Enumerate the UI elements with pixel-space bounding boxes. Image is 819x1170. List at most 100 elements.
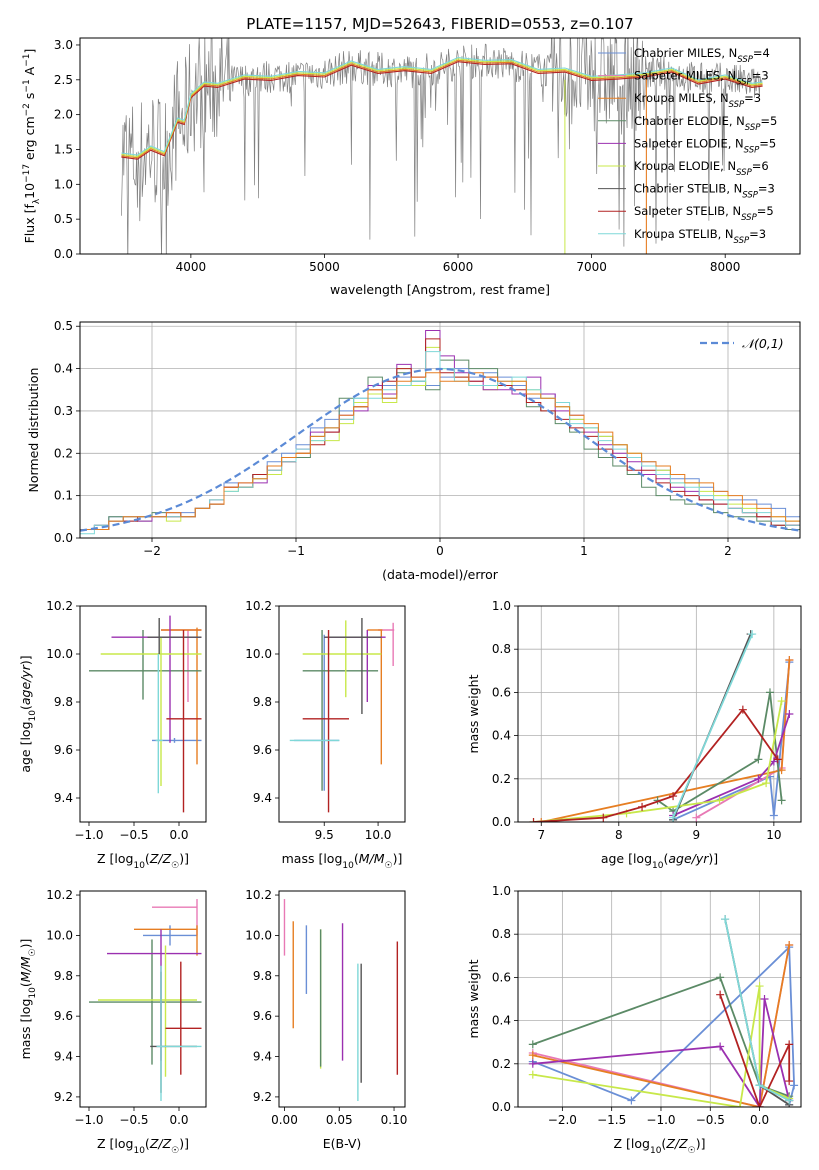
- histogram-kroupa-stelib: [80, 351, 800, 538]
- legend-count: =3: [752, 69, 769, 83]
- y-tick-label: 9.6: [253, 743, 272, 757]
- weight-marker: [529, 818, 538, 822]
- weight-marker: [762, 779, 771, 788]
- x-axis-label: wavelength [Angstrom, rest frame]: [330, 282, 550, 297]
- panel-mass-age: 9.5 10.0 9.4 9.6 9.8 10.0 10.2 mass [log10(M/M☉…: [245, 599, 406, 871]
- y-tick-label: 10.2: [245, 599, 272, 613]
- legend-text: Kroupa ELODIE, N: [634, 159, 736, 173]
- y-tick-label: 0.0: [492, 815, 511, 829]
- panel-spectrum: 4000 5000 6000 7000 8000 0.0 0.5 1.0 1.5 2.0 2.5 3.…: [22, 37, 801, 297]
- y-tick-label: 10.0: [245, 647, 272, 661]
- y-tick-label: 2.5: [54, 73, 73, 87]
- y-tick-label: 9.6: [54, 743, 73, 757]
- x-tick-label: 0.0: [169, 1113, 188, 1127]
- x-tick-label: 7000: [576, 260, 607, 274]
- x-tick-label: 8: [615, 828, 623, 842]
- weight-marker: [754, 755, 763, 764]
- legend-count: =5: [760, 114, 777, 128]
- figure-title: PLATE=1157, MJD=52643, FIBERID=0553, z=0…: [246, 15, 633, 33]
- axes-frame: [517, 605, 802, 823]
- weight-marker: [777, 697, 786, 706]
- weight-marker: [528, 1070, 537, 1079]
- x-tick-label: −1.0: [646, 1113, 675, 1127]
- y-tick-label: 9.8: [253, 695, 272, 709]
- weight-marker: [754, 774, 763, 783]
- y-tick-label: 9.6: [54, 1009, 73, 1023]
- x-tick-label: 10: [766, 828, 781, 842]
- weight-marker: [755, 982, 764, 991]
- errorbars: [89, 615, 202, 813]
- legend-text: Salpeter MILES, N: [634, 69, 736, 83]
- legend-count: =3: [744, 91, 761, 105]
- y-tick-label: 0.6: [492, 685, 511, 699]
- y-tick-label: 0.0: [54, 247, 73, 261]
- x-tick-label: 5000: [309, 260, 340, 274]
- legend-text: Salpeter STELIB, N: [634, 204, 741, 218]
- y-tick-label: 9.4: [253, 791, 272, 805]
- x-tick-label: −0.5: [119, 1113, 148, 1127]
- y-axis-label: Flux [fλ10−17 erg cm−2 s−1 A−1]: [22, 49, 42, 244]
- legend-text: Chabrier ELODIE, N: [634, 114, 745, 128]
- legend-text: Chabrier MILES, N: [634, 46, 737, 60]
- panel-Z-mass: −1.0 −0.5 0.0 9.2 9.4 9.6 9.8 10.0 10.2 Z [log10(…: [18, 888, 207, 1156]
- weight-marker: [785, 710, 794, 718]
- x-tick-label: −0.5: [696, 1113, 725, 1127]
- weight-marker: [785, 941, 794, 949]
- x-tick-label: 10.0: [365, 828, 392, 842]
- legend-subscript: SSP: [734, 236, 750, 246]
- weight-marker: [785, 1096, 794, 1105]
- legend-subscript: SSP: [736, 168, 752, 178]
- weight-line-salpeter-stelib: [719, 994, 791, 1107]
- weight-line-salpeter-stelib: [533, 708, 779, 822]
- weight-marker: [528, 1040, 537, 1049]
- weight-line-kroupa-miles: [532, 944, 791, 1107]
- legend-label: Kroupa MILES, NSSP=3: [634, 91, 761, 110]
- weight-marker: [738, 705, 747, 714]
- y-tick-label: 9.8: [253, 969, 272, 983]
- weight-line-salpeter-elodie: [672, 713, 791, 817]
- weight-marker: [760, 995, 769, 1003]
- axes-frame: [79, 605, 207, 823]
- x-tick-label: 7: [537, 828, 545, 842]
- y-tick-label: 0.5: [54, 212, 73, 226]
- y-tick-label: 0.0: [492, 1100, 511, 1114]
- y-tick-label: 0.4: [54, 362, 73, 376]
- panel-residuals: −2 −1 0 1 2 0.0 0.1 0.2 0.3 0.4 0.5 𝒩(0,1) (data-mod…: [26, 319, 801, 582]
- weight-marker: [790, 1081, 799, 1090]
- x-tick-label: 4000: [176, 260, 207, 274]
- weight-marker: [599, 813, 608, 822]
- weight-marker: [528, 1059, 537, 1068]
- y-tick-label: 1.0: [492, 884, 511, 898]
- y-tick-label: 0.8: [492, 642, 511, 656]
- x-tick-label: 8000: [710, 260, 741, 274]
- y-tick-label: 0.0: [54, 531, 73, 545]
- y-tick-label: 9.4: [54, 791, 73, 805]
- y-tick-label: 2.0: [54, 108, 73, 122]
- weight-marker: [692, 813, 701, 822]
- panel-ebv-mass: 0.00 0.05 0.10 9.2 9.4 9.6 9.8 10.0 10.2 E(B-V): [245, 888, 407, 1151]
- weight-marker: [785, 1077, 794, 1086]
- panel-Z-age: −1.0 −0.5 0.0 9.4 9.6 9.8 10.0 10.2 Z [log10(Z/Z…: [18, 599, 207, 871]
- weight-marker: [716, 973, 725, 982]
- y-tick-label: 0.2: [54, 446, 73, 460]
- legend-count: =4: [753, 46, 770, 60]
- x-tick-label: −1.0: [74, 1113, 103, 1127]
- x-axis-label: age [log10(age/yr)]: [601, 851, 718, 871]
- x-axis-label: E(B-V): [323, 1136, 362, 1151]
- x-axis-label: mass [log10(M/M☉)]: [282, 851, 403, 871]
- x-axis-label: Z [log10(Z/Z☉)]: [97, 851, 189, 871]
- x-tick-label: 9.5: [315, 828, 334, 842]
- legend-subscript: SSP: [745, 123, 761, 133]
- legend-label: Kroupa STELIB, NSSP=3: [634, 227, 766, 246]
- legend-subscript: SSP: [744, 145, 760, 155]
- y-tick-label: 3.0: [54, 38, 73, 52]
- weight-marker: [669, 792, 678, 801]
- y-tick-label: 9.4: [54, 1050, 73, 1064]
- x-tick-label: −2.0: [548, 1113, 577, 1127]
- x-axis-label: Z [log10(Z/Z☉)]: [97, 1136, 189, 1156]
- legend-count: =5: [757, 204, 774, 218]
- legend-count: =3: [749, 227, 766, 241]
- weight-marker: [716, 990, 725, 999]
- legend-subscript: SSP: [737, 55, 753, 65]
